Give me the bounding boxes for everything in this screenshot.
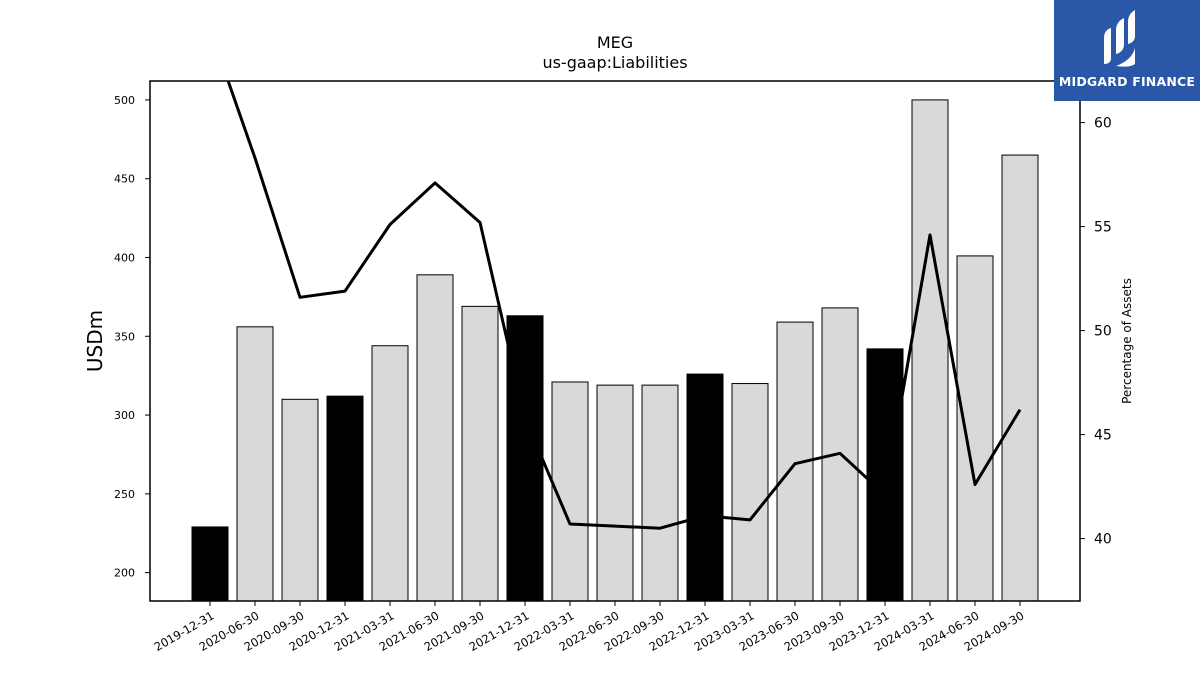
bar-2021-09-30 [461, 305, 499, 602]
y2-tick-label: 45 [1094, 428, 1112, 444]
bar-2020-06-30 [236, 326, 274, 602]
y-axis-label: USDm [83, 310, 107, 372]
bar-2021-06-30 [416, 274, 454, 602]
chart-title: MEG [597, 33, 633, 52]
bar-2020-12-31 [326, 395, 364, 602]
percentage-of-assets-line [226, 81, 1022, 530]
brand-logo: MIDGARD FINANCE [1054, 0, 1200, 101]
bar-2023-12-31 [866, 348, 904, 602]
chart-subtitle: us-gaap:Liabilities [542, 53, 687, 72]
bar-2022-06-30 [596, 384, 634, 602]
bar-2024-06-30 [956, 255, 994, 602]
bar-2023-03-31 [731, 383, 769, 602]
y2-tick-label: 40 [1094, 532, 1112, 548]
bar-2024-09-30 [1001, 154, 1039, 602]
y-tick-label: 500 [114, 94, 135, 107]
y2-tick-label: 50 [1094, 324, 1112, 340]
y-tick-label: 400 [114, 251, 135, 264]
bar-2022-03-31 [551, 381, 589, 602]
bar-2021-03-31 [371, 345, 409, 602]
y2-tick-label: 60 [1094, 116, 1112, 132]
y-tick-label: 300 [114, 409, 135, 422]
y-tick-label: 450 [114, 173, 135, 186]
brand-name: MIDGARD FINANCE [1058, 74, 1196, 89]
bar-2022-09-30 [641, 384, 679, 602]
bar-2020-09-30 [281, 398, 319, 602]
y-tick-label: 200 [114, 567, 135, 580]
y2-axis-label: Percentage of Assets [1120, 278, 1134, 404]
y-tick-label: 250 [114, 488, 135, 501]
bar-2022-12-31 [686, 373, 724, 602]
bar-2024-03-31 [911, 99, 949, 602]
midgard-m-icon [1104, 10, 1135, 67]
y-tick-label: 350 [114, 330, 135, 343]
bar-2019-12-31 [191, 526, 229, 602]
y2-tick-label: 55 [1094, 220, 1112, 236]
